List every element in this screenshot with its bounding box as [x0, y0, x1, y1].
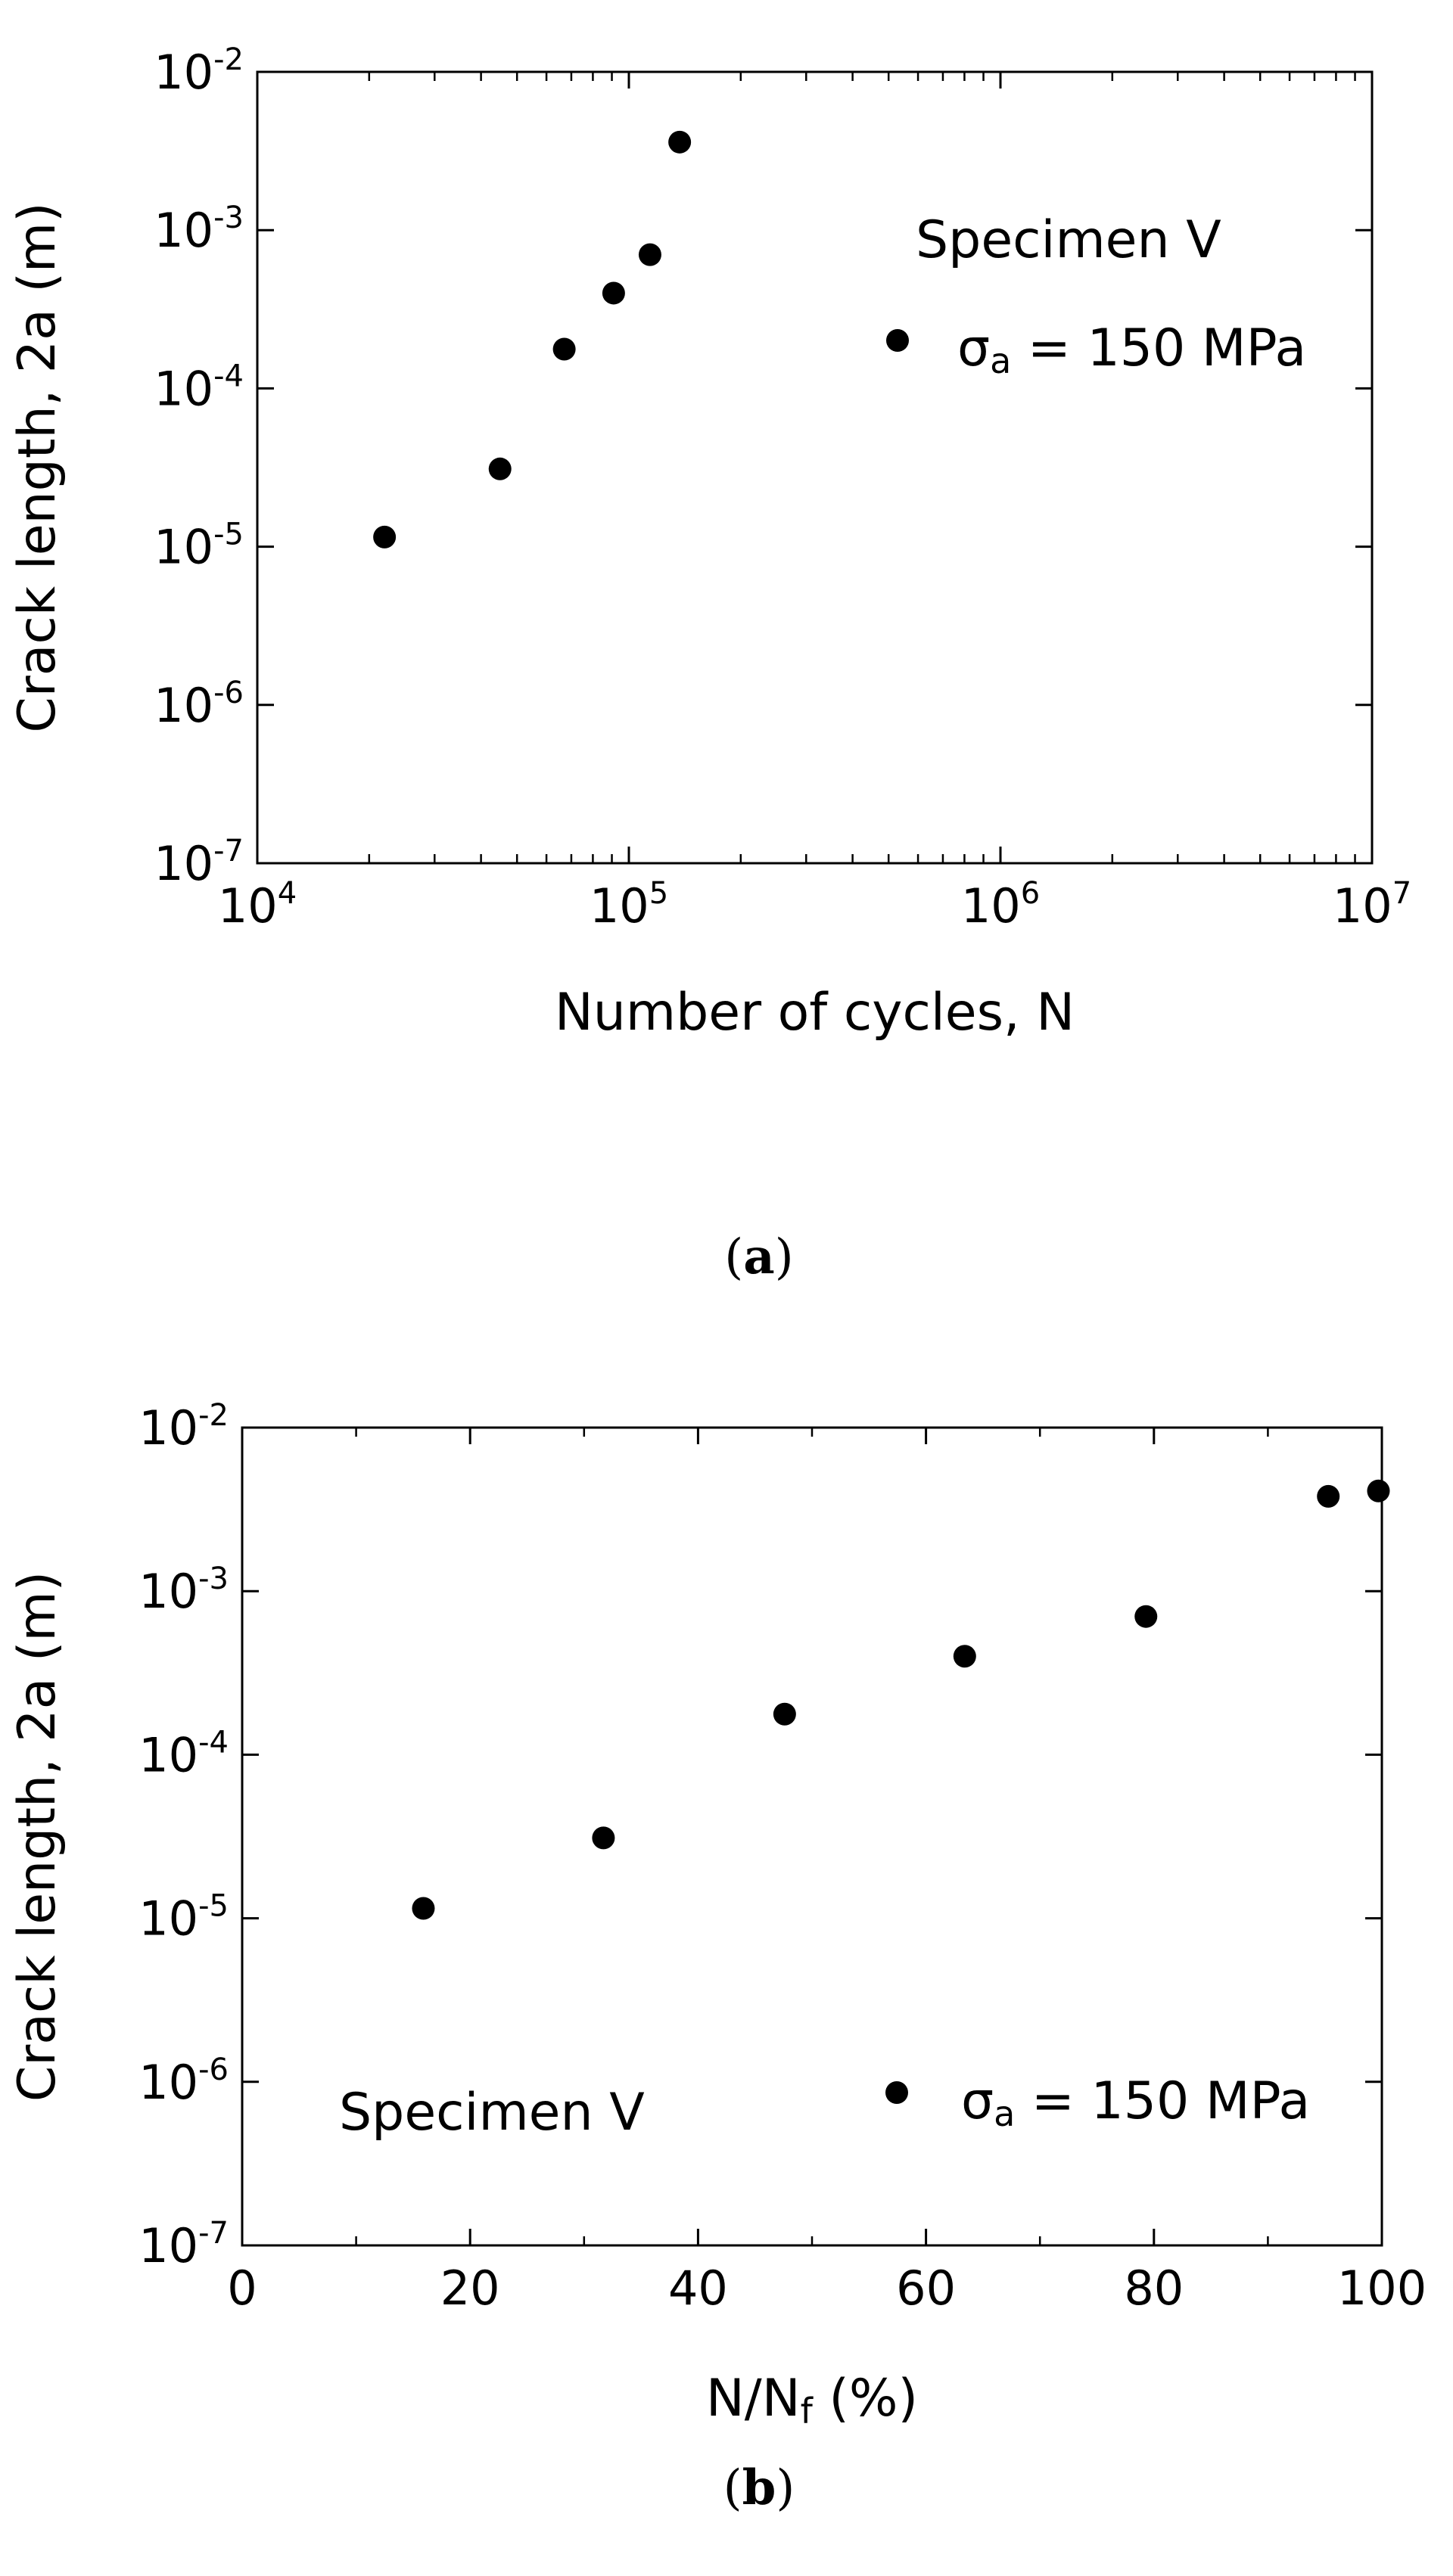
x-ticks: 0 20 40 60 80 100 — [227, 1428, 1427, 2316]
y-tick-label: 10-5 — [138, 1889, 229, 1947]
y-ticks: 10-7 10-6 10-5 10-4 10-3 10-2 — [154, 42, 1372, 891]
plot-frame — [256, 70, 1374, 865]
panel-caption: (a) — [724, 1229, 793, 1285]
data-point — [1367, 1479, 1390, 1502]
data-point — [592, 1826, 615, 1850]
y-tick-label: 10-3 — [138, 1561, 229, 1619]
legend-label: σa = 150 MPa — [961, 2071, 1310, 2134]
data-point — [373, 525, 397, 548]
x-tick-label: 60 — [896, 2261, 956, 2316]
x-tick-label: 107 — [1333, 876, 1411, 934]
y-tick-label: 10-2 — [154, 42, 244, 100]
x-axis-label: Number of cycles, N — [555, 983, 1075, 1043]
x-tick-label: 0 — [227, 2261, 257, 2316]
x-tick-label: 100 — [1337, 2261, 1427, 2316]
data-point — [602, 281, 625, 305]
data-point — [638, 243, 661, 266]
x-tick-label: 20 — [440, 2261, 500, 2316]
y-tick-label: 10-2 — [138, 1398, 229, 1456]
series-points — [373, 130, 692, 548]
y-tick-label: 10-4 — [138, 1726, 229, 1783]
legend: σa = 150 MPa — [886, 319, 1306, 381]
legend: σa = 150 MPa — [885, 2071, 1310, 2134]
data-point — [412, 1897, 435, 1920]
x-ticks: 104 105 106 107 — [218, 72, 1411, 934]
series-points — [412, 1479, 1390, 1920]
x-tick-label: 40 — [668, 2261, 728, 2316]
y-tick-label: 10-4 — [154, 359, 244, 417]
legend-label: σa = 150 MPa — [957, 319, 1306, 381]
legend-marker — [885, 2081, 908, 2104]
specimen-annotation: Specimen V — [339, 2083, 645, 2143]
y-tick-label: 10-7 — [138, 2216, 229, 2273]
data-point — [773, 1702, 796, 1726]
x-tick-label: 80 — [1124, 2261, 1184, 2316]
data-point — [1134, 1605, 1158, 1628]
data-point — [1317, 1484, 1340, 1508]
y-axis-label: Crack length, 2a (m) — [8, 1571, 67, 2102]
legend-marker — [886, 329, 909, 352]
y-tick-label: 10-6 — [154, 676, 244, 733]
chart-a: 104 105 106 107 10-7 10-6 10-5 10-4 10-3 10-2 Numb… — [8, 42, 1411, 1285]
x-tick-label: 105 — [590, 876, 668, 934]
data-point — [552, 337, 576, 361]
chart-b: 0 20 40 60 80 100 10-7 10-6 10-5 10-4 10-3 10-2 N/Nf… — [8, 1398, 1427, 2516]
x-tick-label: 104 — [218, 876, 297, 934]
specimen-annotation: Specimen V — [916, 210, 1221, 270]
data-point — [668, 130, 692, 154]
y-tick-label: 10-5 — [154, 517, 244, 575]
data-point — [953, 1645, 976, 1668]
y-tick-label: 10-7 — [154, 834, 244, 891]
x-tick-label: 106 — [961, 876, 1040, 934]
panel-caption: (b) — [723, 2459, 795, 2516]
data-point — [488, 457, 512, 480]
y-ticks: 10-7 10-6 10-5 10-4 10-3 10-2 — [138, 1398, 1382, 2273]
x-axis-label: N/Nf (%) — [706, 2369, 918, 2432]
y-tick-label: 10-3 — [154, 200, 244, 258]
y-axis-label: Crack length, 2a (m) — [8, 202, 67, 732]
y-tick-label: 10-6 — [138, 2052, 229, 2110]
